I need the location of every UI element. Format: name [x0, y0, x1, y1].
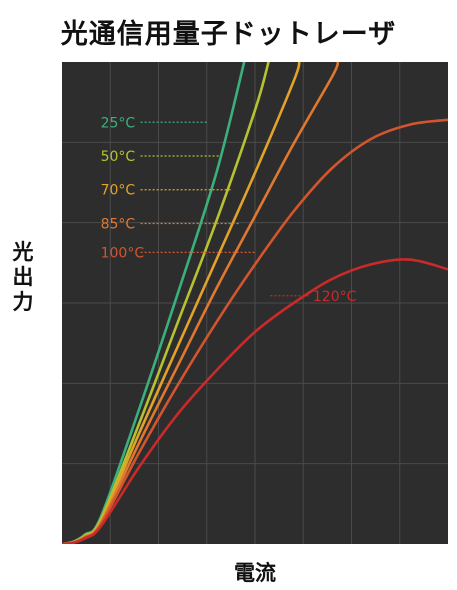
series-label-1: 50°C: [101, 149, 136, 165]
series-line-5: [62, 258, 448, 544]
series-label-5: 120°C: [313, 289, 357, 305]
chart-title: 光通信用量子ドットレーザ: [60, 19, 397, 50]
series-label-3: 85°C: [101, 216, 136, 232]
annotation-layer: 25°C 50°C 70°C 85°C 100°C 120°C: [101, 115, 357, 305]
series-label-2: 70°C: [101, 183, 136, 199]
x-axis-label: 電流: [234, 561, 276, 585]
chart-plot-area: 25°C 50°C 70°C 85°C 100°C 120°C: [62, 62, 448, 544]
y-axis-label: 光出力: [12, 240, 34, 314]
series-layer: [62, 62, 448, 544]
grid-lines: [62, 62, 448, 544]
series-label-0: 25°C: [101, 115, 136, 131]
series-label-4: 100°C: [101, 245, 145, 261]
